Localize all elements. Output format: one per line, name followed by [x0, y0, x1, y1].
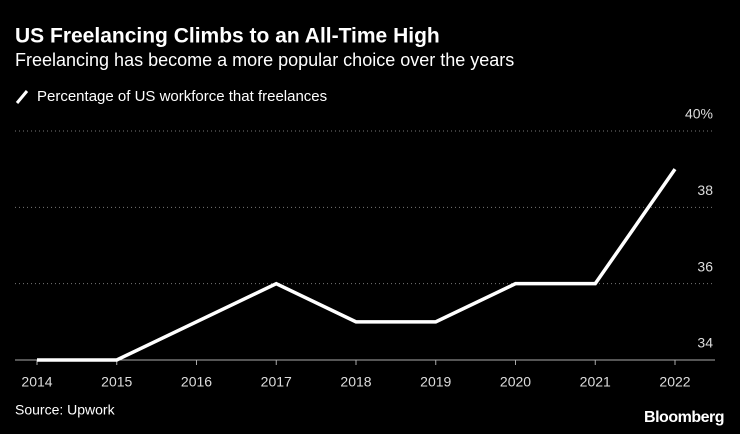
x-tick-label: 2017: [261, 374, 292, 390]
legend-label: Percentage of US workforce that freelanc…: [37, 88, 327, 105]
x-tick-label: 2015: [101, 374, 132, 390]
source: Source: Upwork: [15, 402, 116, 418]
chart-title: US Freelancing Climbs to an All-Time Hig…: [15, 25, 440, 48]
x-tick-label: 2014: [21, 374, 52, 390]
x-tick-label: 2021: [580, 374, 611, 390]
legend-swatch: [15, 90, 29, 104]
x-tick-label: 2019: [420, 374, 451, 390]
y-tick-label: 34: [697, 335, 713, 351]
x-tick-label: 2020: [500, 374, 531, 390]
y-tick-label: 40%: [685, 106, 713, 122]
y-tick-label: 38: [697, 182, 713, 198]
data-line: [37, 168, 677, 362]
chart-subtitle: Freelancing has become a more popular ch…: [15, 50, 514, 70]
y-tick-label: 36: [697, 258, 713, 274]
x-tick-label: 2018: [340, 374, 371, 390]
x-tick-label: 2016: [181, 374, 212, 390]
x-tick-label: 2022: [659, 374, 690, 390]
brand: Bloomberg: [644, 409, 724, 426]
